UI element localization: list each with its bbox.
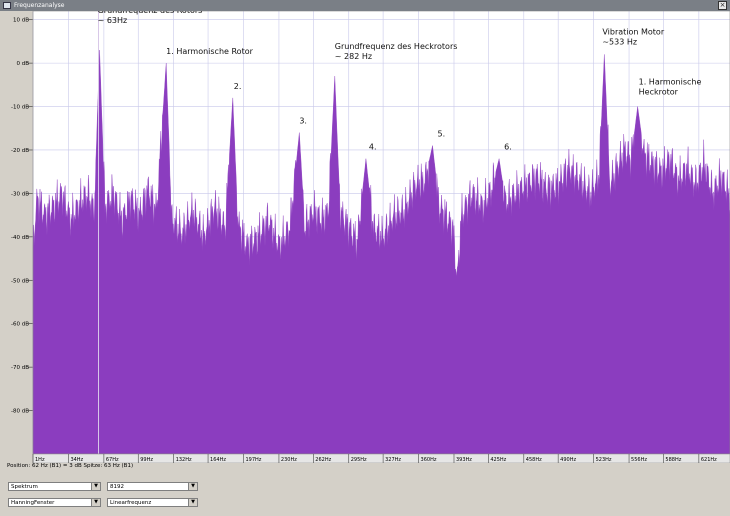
- spectrum-area: [32, 50, 730, 455]
- window-title: Frequenzanalyse: [14, 2, 65, 9]
- y-tick-label: -80 dB: [11, 409, 29, 415]
- annotation-label: 1. Harmonische: [639, 78, 702, 87]
- annotation-sublabel: ~533 Hz: [602, 37, 637, 46]
- annotation-label: 1. Harmonische Rotor: [166, 47, 253, 56]
- annotation-label: Grundfrequenz des Rotors: [98, 11, 203, 15]
- annotation-label: Grundfrequenz des Heckrotors: [335, 42, 458, 51]
- x-tick-label: 230Hz: [281, 457, 297, 463]
- x-tick-label: 360Hz: [421, 457, 437, 463]
- annotation-sublabel: ~ 63Hz: [98, 16, 128, 25]
- x-axis-ruler: [32, 453, 730, 463]
- x-tick-label: 1Hz: [35, 457, 45, 463]
- y-tick-label: -20 dB: [11, 148, 29, 154]
- x-tick-label: 588Hz: [665, 457, 681, 463]
- y-tick-label: -10 dB: [11, 105, 29, 111]
- x-tick-label: 197Hz: [245, 457, 261, 463]
- annotation-label: Vibration Motor: [602, 27, 664, 36]
- x-tick-label: 164Hz: [210, 457, 226, 463]
- chevron-down-icon[interactable]: ▼: [91, 499, 100, 506]
- y-tick-label: -30 dB: [11, 191, 29, 197]
- x-tick-label: 621Hz: [701, 457, 717, 463]
- x-tick-label: 132Hz: [176, 457, 192, 463]
- x-tick-label: 523Hz: [596, 457, 612, 463]
- annotation-label: 4.: [369, 143, 377, 152]
- chevron-down-icon[interactable]: ▼: [188, 499, 197, 506]
- x-tick-label: 34Hz: [70, 457, 83, 463]
- chevron-down-icon[interactable]: ▼: [91, 483, 100, 490]
- x-tick-label: 458Hz: [526, 457, 542, 463]
- algorithm-select-value: Spektrum: [11, 484, 38, 490]
- x-tick-label: 327Hz: [385, 457, 401, 463]
- y-tick-label: 0 dB: [16, 61, 29, 67]
- x-tick-label: 295Hz: [351, 457, 367, 463]
- x-tick-label: 262Hz: [315, 457, 331, 463]
- y-tick-label: -60 dB: [11, 322, 29, 328]
- x-tick-label: 425Hz: [490, 457, 506, 463]
- x-tick-label: 67Hz: [106, 457, 119, 463]
- annotation-label: 3.: [299, 117, 307, 126]
- algorithm-select[interactable]: Spektrum ▼: [8, 482, 101, 491]
- x-tick-label: 490Hz: [560, 457, 576, 463]
- annotation-sublabel: ~ 282 Hz: [335, 52, 372, 61]
- size-select-value: 8192: [110, 484, 124, 490]
- annotation-label: 5.: [438, 130, 446, 139]
- close-icon[interactable]: ×: [718, 1, 727, 10]
- annotation-label: 2.: [234, 82, 242, 91]
- y-axis-ruler: [0, 11, 33, 454]
- x-tick-label: 556Hz: [631, 457, 647, 463]
- x-tick-label: 99Hz: [140, 457, 153, 463]
- y-tick-label: -50 dB: [11, 278, 29, 284]
- annotation-label: 6.: [504, 143, 512, 152]
- y-tick-label: -70 dB: [11, 365, 29, 371]
- spectrum-plot[interactable]: 10 dB 0 dB -10 dB -20 dB -30 dB -40 dB -50 dB -…: [0, 11, 730, 463]
- y-tick-label: 10 dB: [13, 18, 29, 24]
- size-select[interactable]: 8192 ▼: [107, 482, 198, 491]
- position-status: Position: 62 Hz (B1) = 3 dB Spitze: 63 H…: [7, 463, 134, 469]
- annotation-sublabel: Heckrotor: [639, 88, 679, 97]
- axis-select-value: Linearfrequenz: [110, 500, 152, 506]
- window-titlebar: Frequenzanalyse ×: [0, 0, 730, 11]
- y-tick-label: -40 dB: [11, 235, 29, 241]
- window-function-select-value: HanningFenster: [11, 500, 55, 506]
- axis-select[interactable]: Linearfrequenz ▼: [107, 498, 198, 507]
- app-icon: [3, 2, 11, 9]
- chevron-down-icon[interactable]: ▼: [188, 483, 197, 490]
- window-function-select[interactable]: HanningFenster ▼: [8, 498, 101, 507]
- x-tick-label: 393Hz: [456, 457, 472, 463]
